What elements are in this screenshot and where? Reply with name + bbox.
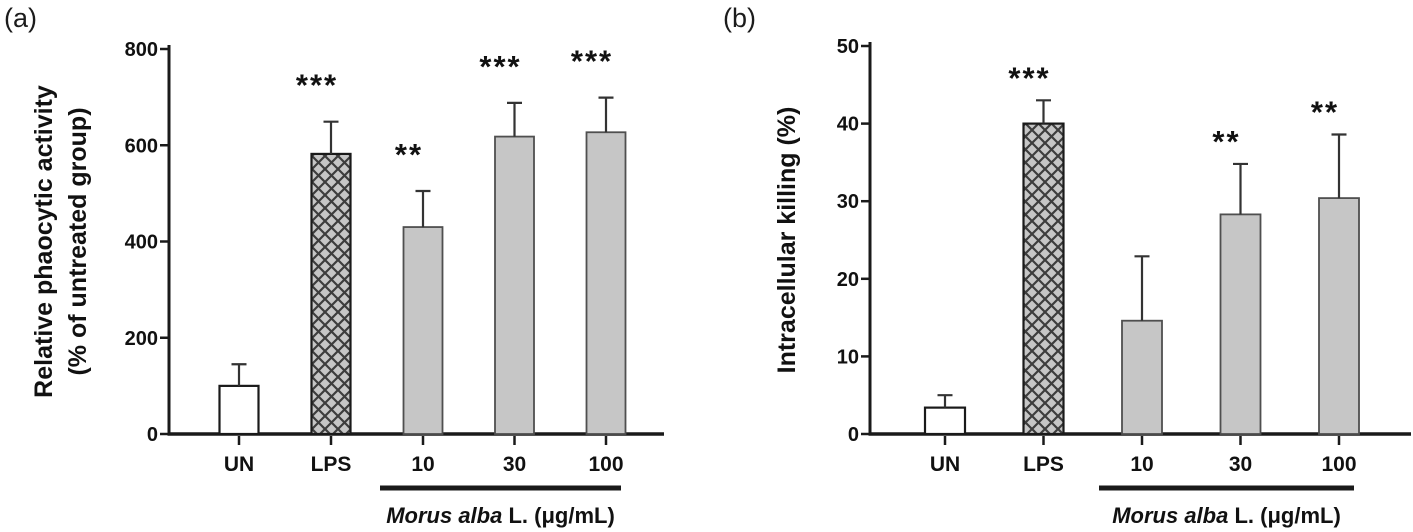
bar-UN <box>218 384 260 436</box>
bar-100 <box>1318 197 1360 435</box>
significance-100: ** <box>1311 94 1339 129</box>
x-label-LPS: LPS <box>1023 453 1064 476</box>
error-bar-UN <box>231 363 247 386</box>
y-tick-label: 10 <box>837 346 859 368</box>
bar-LPS <box>1022 122 1065 436</box>
significance-10: ** <box>395 137 423 172</box>
significance-30: *** <box>479 49 521 84</box>
panel-a: (a) 0 200 400 600 800 UN *** LPS ** 10 *** 30 *** 100… <box>4 3 664 528</box>
error-bar-100 <box>598 96 614 133</box>
y-tick-label: 50 <box>837 36 859 58</box>
y-tick-label: 800 <box>125 39 158 61</box>
bar-10 <box>1121 319 1163 435</box>
error-bar-30 <box>1233 162 1248 215</box>
bar-30 <box>1219 213 1262 435</box>
bar-30 <box>494 135 535 435</box>
significance-30: ** <box>1212 124 1240 159</box>
error-bar-30 <box>507 101 522 137</box>
bar-UN <box>923 406 967 436</box>
y-tick-label: 20 <box>837 269 859 291</box>
panel-b: (b) 0 10 20 30 40 50 UN *** LPS 10 ** 30 ** 100 Morus … <box>707 0 1413 532</box>
error-bar-10 <box>415 189 431 228</box>
y-tick-label: 30 <box>837 191 859 213</box>
x-label-100: 100 <box>1321 453 1356 476</box>
y-axis-title: (% of untreated group) <box>64 107 92 375</box>
panel-a-label: (a) <box>4 3 37 33</box>
panel-a-chart-svg: 0 200 400 600 800 UN *** LPS ** 10 *** 30 *** 100 Moru… <box>30 39 664 528</box>
y-tick-label: 200 <box>125 328 158 350</box>
panel-b-chart-svg: 0 10 20 30 40 50 UN *** LPS 10 ** 30 ** 100 Morus alba… <box>773 36 1411 528</box>
significance-LPS: *** <box>296 68 338 103</box>
y-tick-label: 0 <box>147 424 158 446</box>
significance-LPS: *** <box>1008 60 1050 95</box>
x-label-100: 100 <box>588 453 623 476</box>
y-tick-label: 0 <box>848 424 859 446</box>
bar-10 <box>402 226 444 435</box>
error-bar-10 <box>1134 255 1150 321</box>
error-bar-100 <box>1331 133 1347 199</box>
bar-100 <box>585 131 627 435</box>
error-bar-LPS <box>323 120 339 154</box>
error-bar-UN <box>937 394 953 408</box>
group-label-morus-alba: Morus alba L. (μg/mL) <box>1112 503 1341 528</box>
bar-LPS <box>310 152 352 436</box>
x-label-30: 30 <box>1229 453 1252 476</box>
panel-b-label: (b) <box>723 3 756 33</box>
y-tick-label: 400 <box>125 232 158 254</box>
x-label-UN: UN <box>224 453 254 476</box>
x-label-LPS: LPS <box>311 453 352 476</box>
x-label-10: 10 <box>1130 453 1153 476</box>
y-axis-title: Relative phaocytic activity <box>30 85 58 398</box>
error-bar-LPS <box>1036 99 1051 124</box>
x-label-10: 10 <box>411 453 434 476</box>
significance-100: *** <box>571 44 613 79</box>
y-axis-title: Intracellular killing (%) <box>773 107 801 374</box>
y-tick-label: 600 <box>125 135 158 157</box>
y-tick-label: 40 <box>837 114 859 136</box>
x-label-30: 30 <box>503 453 526 476</box>
group-label-morus-alba: Morus alba L. (μg/mL) <box>386 503 615 528</box>
x-label-UN: UN <box>930 453 960 476</box>
